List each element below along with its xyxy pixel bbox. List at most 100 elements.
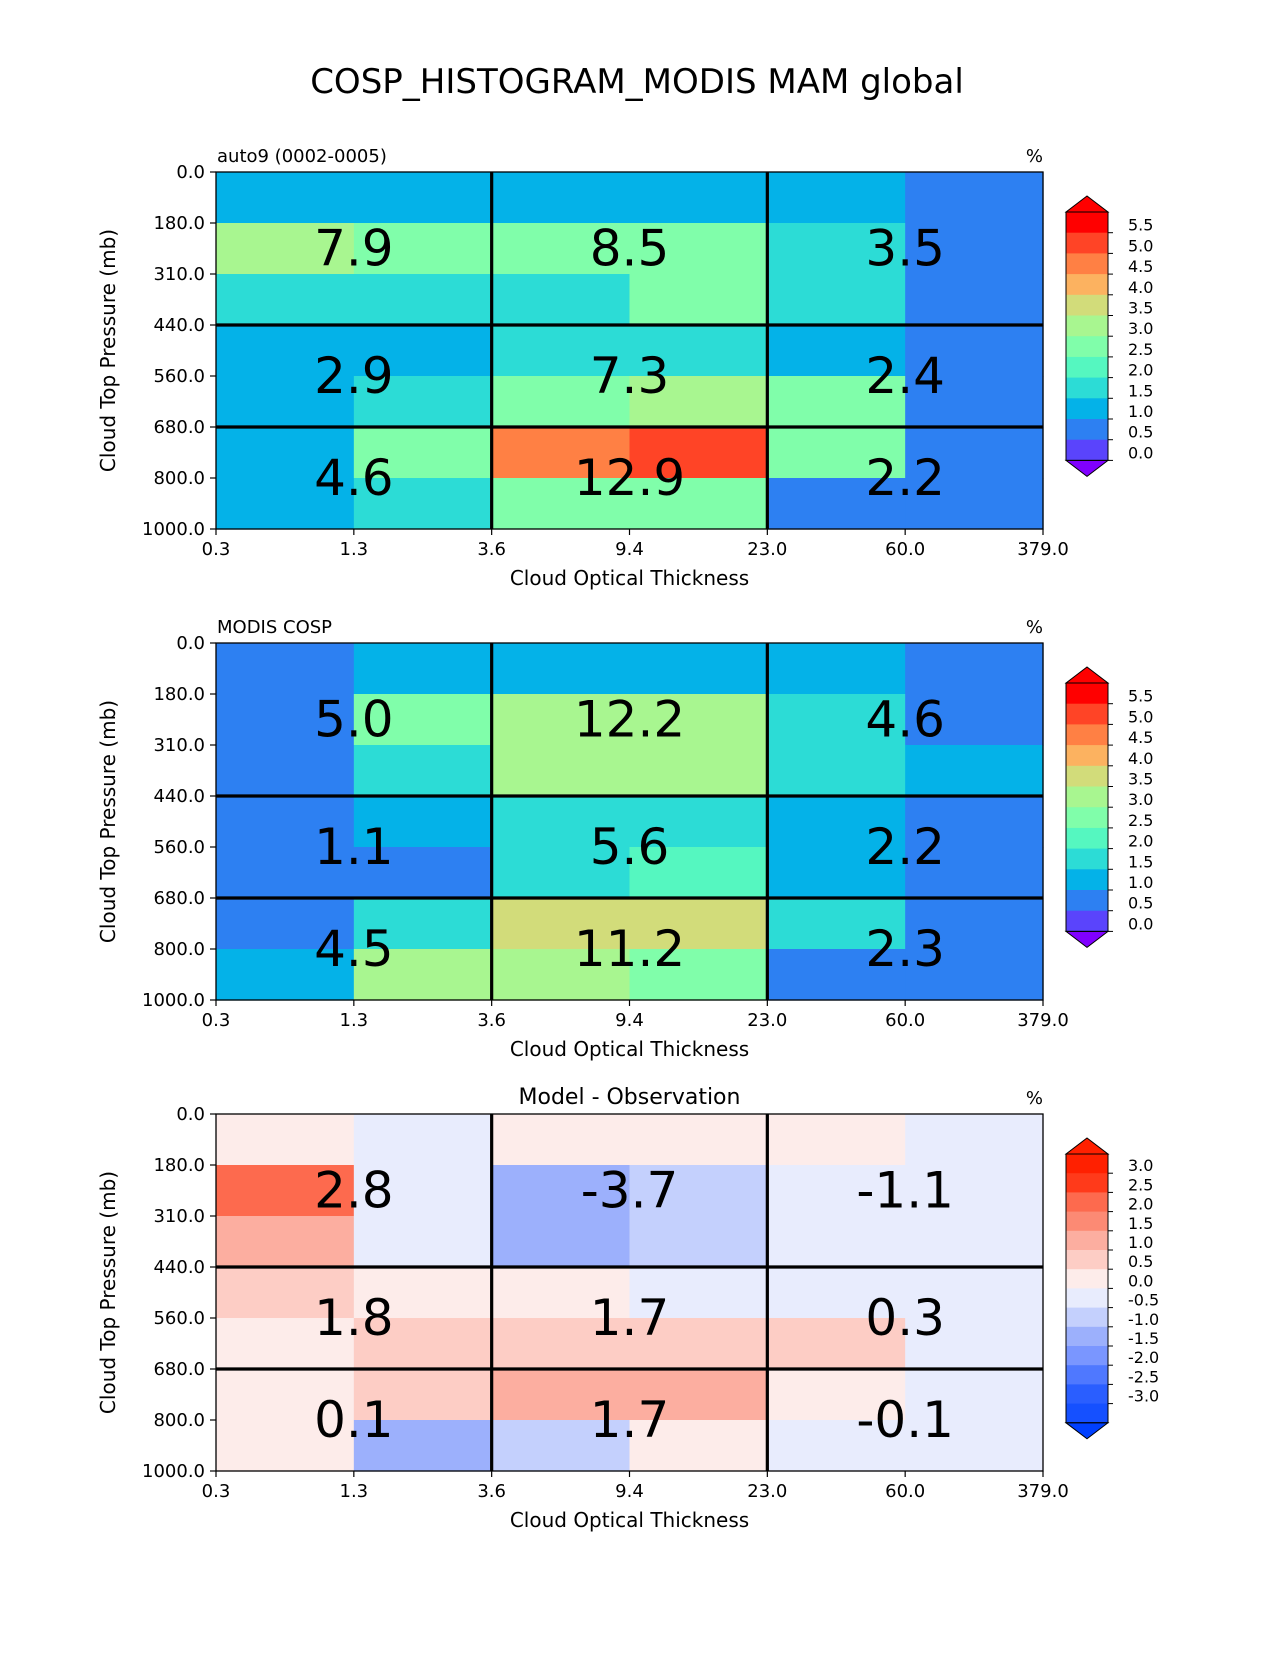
heatmap-cell xyxy=(629,1165,768,1217)
x-axis-label: Cloud Optical Thickness xyxy=(510,1037,749,1061)
heatmap-cell xyxy=(629,847,768,899)
colorbar-tick-label: 2.0 xyxy=(1128,361,1153,380)
colorbar-segment xyxy=(1066,1326,1108,1347)
colorbar-tick-label: -0.5 xyxy=(1128,1291,1159,1310)
heatmap-cell xyxy=(767,898,906,950)
heatmap-cell xyxy=(353,1420,493,1472)
heatmap-cell xyxy=(491,1216,631,1268)
colorbar-tick-label: 1.5 xyxy=(1128,381,1153,400)
y-tick-label: 180.0 xyxy=(153,684,205,705)
heatmap-cell xyxy=(629,1420,768,1472)
heatmap-cell xyxy=(767,1369,906,1421)
heatmap-cell xyxy=(353,1267,493,1319)
heatmap-cell xyxy=(216,172,355,224)
colorbar-segment xyxy=(1066,724,1108,746)
y-tick-label: 1000.0 xyxy=(142,519,205,540)
y-tick-label: 560.0 xyxy=(153,1308,205,1329)
heatmap-cell xyxy=(491,478,631,530)
colorbar-segment xyxy=(1066,1346,1108,1366)
heatmap-cell xyxy=(629,898,768,950)
heatmap-cell xyxy=(491,1420,631,1472)
heatmap-cell xyxy=(491,847,631,899)
heatmap-cell xyxy=(629,274,768,326)
x-tick-label: 60.0 xyxy=(885,1010,925,1031)
heatmap-cell xyxy=(767,643,906,695)
heatmap-cell xyxy=(629,1369,768,1421)
heatmap-cell xyxy=(353,898,493,950)
heatmap-cell xyxy=(353,847,493,899)
colorbar-tick-label: 1.0 xyxy=(1128,873,1153,892)
y-tick-label: 310.0 xyxy=(153,1206,205,1227)
heatmap-cell xyxy=(216,898,355,950)
heatmap-cell xyxy=(491,898,631,950)
x-tick-label: 379.0 xyxy=(1017,1481,1069,1502)
block-value-label: 4.6 xyxy=(314,449,394,507)
colorbar-tick-label: 1.5 xyxy=(1128,1214,1153,1233)
y-tick-label: 0.0 xyxy=(176,1104,205,1125)
heatmap-cell xyxy=(905,376,1044,428)
heatmap-cell xyxy=(767,847,906,899)
heatmap-cell xyxy=(491,1267,631,1319)
y-tick-label: 560.0 xyxy=(153,837,205,858)
heatmap-cell xyxy=(353,478,493,530)
heatmap-cell xyxy=(353,1318,493,1370)
colorbar-tick-label: 1.5 xyxy=(1128,852,1153,871)
heatmap-cell xyxy=(905,1369,1044,1421)
heatmap-cell xyxy=(767,1267,906,1319)
heatmap-cell xyxy=(216,1216,355,1268)
heatmap-cell xyxy=(905,949,1044,1001)
heatmap-cell xyxy=(491,1369,631,1421)
heatmap-cell xyxy=(216,1114,355,1166)
colorbar-segment xyxy=(1066,294,1108,316)
colorbar-tick-label: 3.0 xyxy=(1128,790,1153,809)
heatmap-cell xyxy=(767,325,906,377)
x-tick-label: 60.0 xyxy=(885,1481,925,1502)
block-value-label: 7.3 xyxy=(590,347,670,405)
block-value-label: -3.7 xyxy=(581,1162,679,1220)
heatmap-cell xyxy=(216,376,355,428)
heatmap-cell xyxy=(216,796,355,848)
colorbar-segment xyxy=(1066,377,1108,399)
colorbar-segment xyxy=(1066,1211,1108,1232)
colorbar-segment xyxy=(1066,890,1108,912)
x-axis-label: Cloud Optical Thickness xyxy=(510,566,749,590)
heatmap-cell xyxy=(629,1216,768,1268)
block-value-label: 7.9 xyxy=(314,220,394,278)
colorbar-tick-label: -1.5 xyxy=(1128,1329,1159,1348)
colorbar-tick-label: 0.0 xyxy=(1128,914,1153,933)
colorbar-segment xyxy=(1066,786,1108,808)
heatmap-cell xyxy=(767,694,906,746)
colorbar-tick-label: 1.0 xyxy=(1128,1233,1153,1252)
heatmap-cell xyxy=(353,1216,493,1268)
heatmap-cell xyxy=(491,325,631,377)
x-tick-label: 3.6 xyxy=(477,1481,506,1502)
heatmap-cell xyxy=(353,325,493,377)
heatmap-cell xyxy=(629,796,768,848)
colorbar-segment xyxy=(1066,1403,1108,1424)
colorbar-segment xyxy=(1066,398,1108,420)
heatmap-cell xyxy=(905,643,1044,695)
heatmap-cell xyxy=(629,172,768,224)
y-tick-label: 680.0 xyxy=(153,1359,205,1380)
y-tick-label: 440.0 xyxy=(153,1257,205,1278)
heatmap-cell xyxy=(216,949,355,1001)
colorbar-tick-label: 3.0 xyxy=(1128,319,1153,338)
block-value-label: 0.3 xyxy=(865,1289,945,1347)
colorbar-tick-label: 4.0 xyxy=(1128,749,1153,768)
panel-units-label: % xyxy=(1026,1088,1043,1109)
heatmap-cell xyxy=(767,1114,906,1166)
colorbar-segment xyxy=(1066,1288,1108,1309)
block-value-label: 1.7 xyxy=(590,1289,670,1347)
block-value-label: 1.8 xyxy=(314,1289,394,1347)
heatmap-cell xyxy=(767,796,906,848)
colorbar-segment xyxy=(1066,1384,1108,1405)
heatmap-cell xyxy=(216,1369,355,1421)
y-tick-label: 0.0 xyxy=(176,633,205,654)
heatmap-cell xyxy=(905,1420,1044,1472)
x-tick-label: 23.0 xyxy=(747,539,787,560)
colorbar-tick-label: -3.0 xyxy=(1128,1387,1159,1406)
heatmap-cell xyxy=(353,274,493,326)
heatmap-cell xyxy=(216,847,355,899)
colorbar-tick-label: 3.5 xyxy=(1128,770,1153,789)
colorbar-tick-label: 2.5 xyxy=(1128,340,1153,359)
